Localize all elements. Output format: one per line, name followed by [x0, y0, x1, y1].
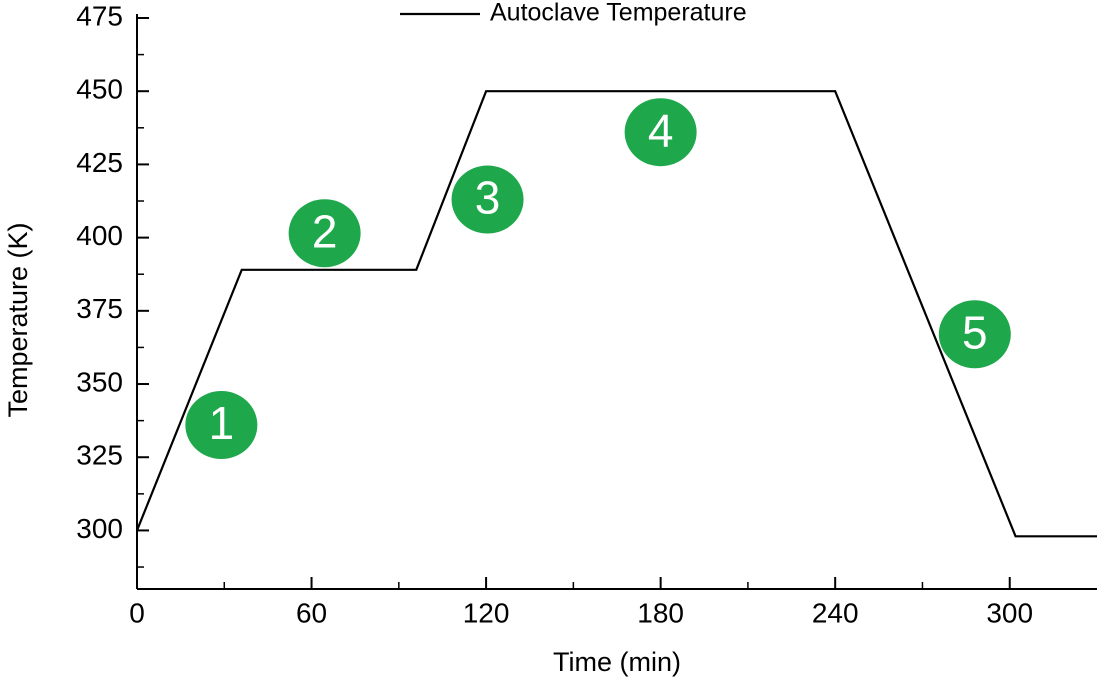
y-tick-label: 300: [76, 513, 123, 544]
annotation-marker: [938, 300, 1011, 369]
y-axis-label: Temperature (K): [3, 222, 33, 417]
y-tick-label: 450: [76, 74, 123, 105]
annotation-label: 5: [962, 306, 988, 358]
y-tick-label: 425: [76, 147, 123, 178]
annotation-label: 4: [648, 104, 674, 156]
x-tick-label: 300: [986, 597, 1033, 628]
annotation-marker: [624, 98, 697, 167]
x-tick-label: 240: [812, 597, 859, 628]
line: [135, 90, 1097, 538]
y-tick-label: 475: [76, 0, 123, 31]
x-tick-label: 0: [129, 597, 145, 628]
y-tick-label: 375: [76, 293, 123, 324]
x-tick-label: 180: [637, 597, 684, 628]
annotation-label: 1: [209, 397, 235, 449]
annotation-label: 2: [312, 205, 338, 257]
x-tick-label: 60: [296, 597, 327, 628]
x-tick-label: 120: [463, 597, 510, 628]
annotation-marker: [185, 391, 258, 460]
annotation-label: 3: [475, 172, 501, 224]
x-axis-label: Time (min): [553, 647, 681, 677]
y-tick-label: 325: [76, 440, 123, 471]
annotation-marker: [451, 165, 524, 234]
y-tick-label: 350: [76, 366, 123, 397]
legend-label: Autoclave Temperature: [490, 0, 747, 27]
y-tick-label: 400: [76, 220, 123, 251]
annotation-marker: [288, 199, 361, 268]
